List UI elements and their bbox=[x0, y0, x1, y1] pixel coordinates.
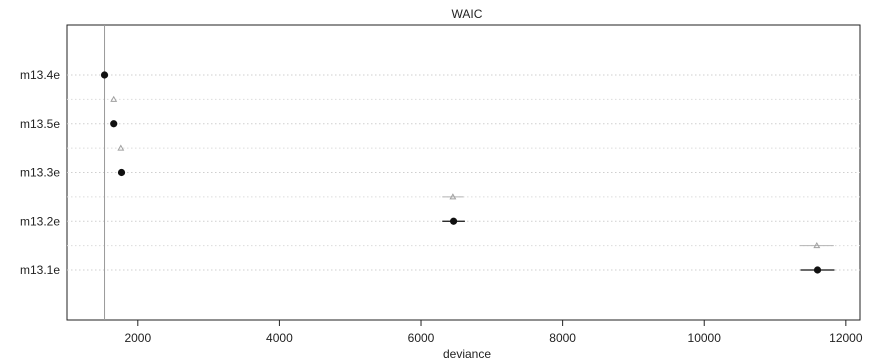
x-tick-label: 4000 bbox=[266, 331, 293, 345]
x-tick-label: 8000 bbox=[549, 331, 576, 345]
deviance-point bbox=[110, 95, 118, 102]
point-layer bbox=[100, 71, 822, 274]
waic-point bbox=[100, 71, 109, 79]
model-label: m13.2e bbox=[20, 214, 60, 228]
model-label: m13.3e bbox=[20, 166, 60, 180]
x-axis-label: deviance bbox=[443, 347, 491, 361]
waic-point bbox=[110, 120, 118, 128]
deviance-point bbox=[449, 193, 457, 200]
chart-title: WAIC bbox=[452, 7, 483, 21]
waic-point bbox=[813, 266, 822, 274]
x-axis: 2000 4000 6000 8000 10000 12000 bbox=[124, 320, 863, 345]
model-label: m13.4e bbox=[20, 68, 60, 82]
grid-lines bbox=[67, 74, 860, 271]
model-label: m13.1e bbox=[20, 263, 60, 277]
x-tick-label: 6000 bbox=[408, 331, 435, 345]
model-label: m13.5e bbox=[20, 117, 60, 131]
deviance-point bbox=[117, 144, 125, 151]
waic-point bbox=[449, 217, 458, 225]
x-tick-label: 12000 bbox=[829, 331, 863, 345]
x-tick-label: 10000 bbox=[688, 331, 722, 345]
x-tick-label: 2000 bbox=[124, 331, 151, 345]
waic-point bbox=[117, 168, 126, 177]
model-labels: m13.4e m13.5e m13.3e m13.2e m13.1e bbox=[20, 68, 60, 277]
deviance-point bbox=[813, 241, 821, 249]
